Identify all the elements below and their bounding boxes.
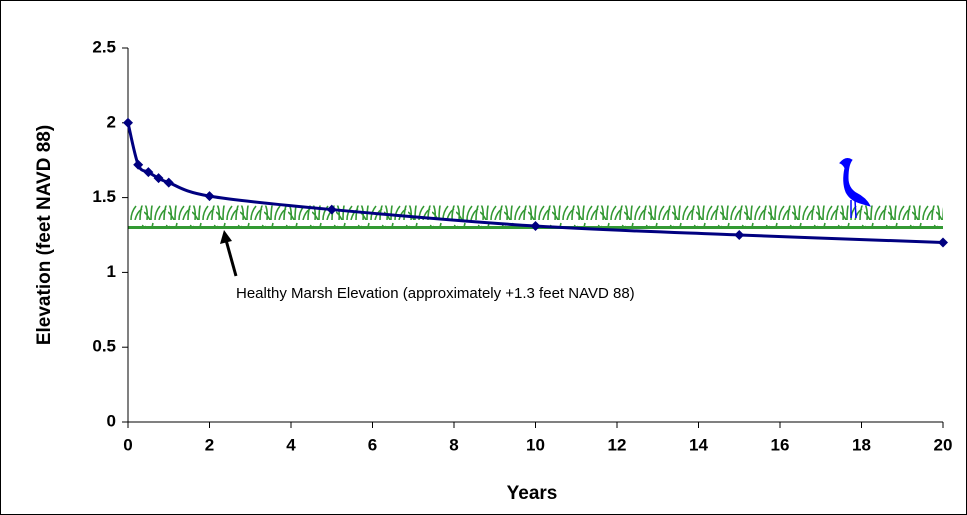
x-tick-label: 0 xyxy=(123,435,132,454)
point xyxy=(938,237,948,248)
point xyxy=(133,159,144,170)
y-tick-label: 0.5 xyxy=(92,337,116,356)
x-tick-label: 8 xyxy=(449,435,458,454)
y-tick-label: 0 xyxy=(107,411,116,430)
y-tick-label: 2 xyxy=(107,112,116,131)
x-tick-label: 14 xyxy=(689,435,708,454)
annotation: Healthy Marsh Elevation (approximately +… xyxy=(236,285,635,302)
x-tick-label: 10 xyxy=(526,435,545,454)
x-tick-label: 4 xyxy=(286,435,296,454)
y-tick-label: 1.5 xyxy=(92,187,116,206)
x-axis-title: Years xyxy=(507,483,558,504)
arrow-head xyxy=(220,230,232,244)
x-tick-label: 16 xyxy=(771,435,790,454)
x-tick-label: 6 xyxy=(368,435,377,454)
x-tick-label: 18 xyxy=(852,435,871,454)
x-tick-label: 20 xyxy=(934,435,953,454)
y-tick-label: 1 xyxy=(107,262,116,281)
point xyxy=(326,204,337,215)
point xyxy=(530,221,541,232)
annotation-arrow xyxy=(224,239,238,277)
y-tick-label: 2.5 xyxy=(92,37,116,56)
point xyxy=(204,191,215,202)
heron-icon xyxy=(839,158,871,219)
y-axis-title: Elevation (feet NAVD 88) xyxy=(34,125,55,345)
x-tick-label: 2 xyxy=(205,435,214,454)
point xyxy=(123,117,133,128)
x-tick-label: 12 xyxy=(608,435,627,454)
point xyxy=(153,173,164,184)
point xyxy=(163,177,174,188)
point xyxy=(143,167,154,178)
point xyxy=(734,230,745,240)
